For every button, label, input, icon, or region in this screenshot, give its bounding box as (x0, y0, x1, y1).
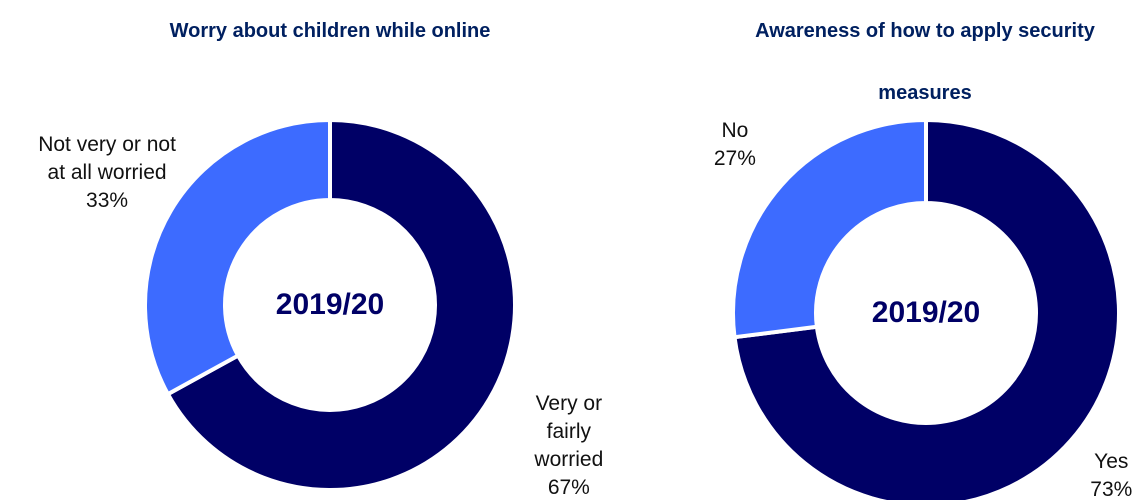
chart-title: Awareness of how to apply security measu… (755, 20, 1095, 104)
segment-label: Not very or not at all worried 33% (27, 131, 187, 215)
donut-segment (732, 117, 1121, 500)
center-label: 2019/20 (275, 288, 385, 321)
value-label: 27% (713, 146, 756, 170)
donut-segment (731, 117, 928, 340)
donut-segment (143, 117, 332, 397)
category-label: Not very or not at all worried (38, 133, 176, 185)
category-label: Yes (1094, 450, 1129, 474)
segment-label: No 27% (705, 117, 765, 173)
donut-segment (165, 117, 517, 492)
value-label: 33% (86, 189, 129, 213)
segment-label: Very or fairly worried 67% (514, 390, 624, 502)
category-label: No (721, 118, 749, 142)
value-label: 73% (1090, 478, 1133, 502)
segment-label: Yes 73% (1081, 448, 1141, 504)
center-label: 2019/20 (871, 296, 981, 329)
value-label: 67% (547, 476, 590, 500)
category-label: Very or fairly worried (534, 392, 604, 472)
chart-title: Worry about children while online (169, 20, 491, 42)
